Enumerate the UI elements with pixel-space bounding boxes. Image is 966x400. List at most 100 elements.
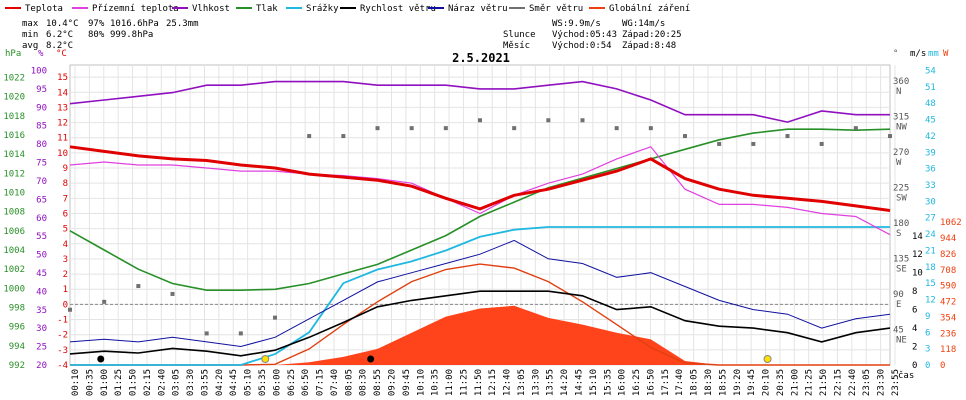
temperature-tick-label: 13	[57, 103, 68, 113]
stats-max-pressure: 1016.6hPa	[110, 19, 159, 29]
time-tick-label: 00:10	[71, 369, 81, 396]
wind-direction-point	[341, 134, 346, 139]
legend-label: Vlhkost	[192, 4, 230, 14]
time-tick-label: 16:50	[646, 369, 656, 396]
wind-direction-point	[512, 126, 517, 131]
rain-tick-label: 33	[925, 181, 936, 191]
rain-tick-label: 6	[925, 328, 930, 338]
pressure-tick-label: 1006	[3, 227, 25, 237]
series-humidity	[69, 80, 890, 123]
wind-direction-point	[204, 331, 209, 336]
moonset: Západ:8:48	[622, 41, 676, 51]
stats-max-rain: 25.3mm	[166, 19, 199, 29]
wind-direction-point	[273, 315, 277, 320]
temperature-tick-label: 2	[63, 270, 68, 280]
wind-direction-point	[853, 126, 858, 131]
pressure-tick-label: 996	[9, 323, 25, 333]
humidity-tick-label: 100	[31, 67, 47, 77]
radiation-tick-label: 1062	[940, 218, 962, 228]
temperature-tick-label: 12	[57, 119, 68, 129]
time-tick-label: 08:05	[344, 369, 354, 396]
time-tick-label: 18:05	[690, 369, 700, 396]
wind-direction-point	[819, 141, 824, 146]
time-tick-label: 14:45	[575, 369, 585, 396]
stats-avg-label: avg	[22, 41, 38, 51]
rain-tick-label: 36	[925, 165, 936, 175]
pressure-tick-label: 1004	[3, 246, 25, 256]
temperature-unit: °C	[56, 49, 67, 59]
series-ground-temperature	[69, 146, 891, 236]
stats-min-label: min	[22, 30, 38, 40]
direction-cardinal-label: N	[896, 87, 901, 97]
direction-tick-label: 135	[893, 254, 909, 264]
legend-label: Náraz větru	[448, 4, 508, 14]
stats-avg-temp: 8.2°C	[46, 41, 73, 51]
humidity-tick-label: 45	[36, 269, 47, 279]
humidity-tick-label: 30	[36, 324, 47, 334]
time-tick-label: 08:55	[373, 369, 383, 396]
wind-tick-label: 4	[912, 324, 917, 334]
wind-direction-point	[717, 141, 722, 146]
rain-tick-label: 42	[925, 132, 936, 142]
wind-direction-point	[136, 284, 141, 289]
time-tick-label: 09:20	[387, 369, 397, 396]
wind-tick-label: 14	[912, 232, 923, 242]
time-tick-label: 19:45	[747, 369, 757, 396]
series-wind-gust	[69, 239, 891, 348]
radiation-area	[70, 305, 890, 365]
pressure-tick-label: 1012	[3, 169, 25, 179]
stats-block: max 10.4°C 97% 1016.6hPa 25.3mm min 6.2°…	[22, 19, 199, 51]
temperature-tick-label: 6	[63, 209, 68, 219]
moonset-marker	[367, 355, 375, 363]
wind-tick-label: 10	[912, 269, 923, 279]
rain-tick-label: 27	[925, 214, 936, 224]
rain-tick-label: 3	[925, 345, 930, 355]
radiation-tick-label: 472	[940, 298, 956, 308]
rain-tick-label: 30	[925, 197, 936, 207]
rain-tick-label: 24	[925, 230, 936, 240]
time-tick-label: 12:40	[503, 369, 513, 396]
legend: Teplota Přízemní teplota Vlhkost Tlak Srážky…	[5, 4, 690, 14]
humidity-tick-label: 50	[36, 251, 47, 261]
humidity-tick-label: 70	[36, 177, 47, 187]
temperature-tick-label: -3	[57, 346, 68, 356]
radiation-tick-label: 0	[940, 361, 945, 371]
pressure-tick-label: 1018	[3, 112, 25, 122]
stats-max-label: max	[22, 19, 39, 29]
time-tick-label: 11:00	[445, 369, 455, 396]
time-tick-label: 16:00	[618, 369, 628, 396]
time-tick-label: 05:35	[258, 369, 268, 396]
wind-direction-point	[546, 118, 551, 123]
temperature-tick-label: 8	[63, 179, 68, 189]
direction-tick-label: 360	[893, 77, 909, 87]
direction-cardinal-label: S	[896, 229, 901, 239]
legend-label: Rychlost větru	[360, 4, 436, 14]
time-tick-label: 21:00	[790, 369, 800, 396]
time-tick-label: 21:50	[819, 369, 829, 396]
wind-direction-point	[785, 134, 790, 139]
rain-tick-label: 18	[925, 263, 936, 273]
wind-speed-info: WS:9.9m/s	[552, 19, 601, 29]
pressure-tick-label: 1014	[3, 150, 25, 160]
pressure-tick-label: 994	[9, 342, 25, 352]
legend-label: Teplota	[25, 4, 63, 14]
time-tick-label: 05:10	[244, 369, 254, 396]
humidity-tick-label: 95	[36, 85, 47, 95]
pressure-tick-label: 1008	[3, 208, 25, 218]
wind-direction-point	[443, 126, 448, 131]
time-tick-label: 02:40	[157, 369, 167, 396]
pressure-tick-label: 1020	[3, 93, 25, 103]
rain-tick-label: 9	[925, 312, 930, 322]
temperature-tick-label: 9	[63, 164, 68, 174]
wind-direction-point	[751, 141, 756, 146]
time-tick-label: 03:05	[172, 369, 182, 396]
time-tick-label: 17:15	[661, 369, 671, 396]
sunset-marker	[763, 355, 772, 363]
wind-tick-label: 6	[912, 306, 917, 316]
stats-min-pressure: 999.8hPa	[110, 30, 153, 40]
time-tick-label: 19:20	[733, 369, 743, 396]
time-tick-label: 04:45	[229, 369, 239, 396]
time-tick-label: 01:25	[114, 369, 124, 396]
time-tick-label: 15:35	[603, 369, 613, 396]
pressure-tick-label: 992	[9, 361, 25, 371]
